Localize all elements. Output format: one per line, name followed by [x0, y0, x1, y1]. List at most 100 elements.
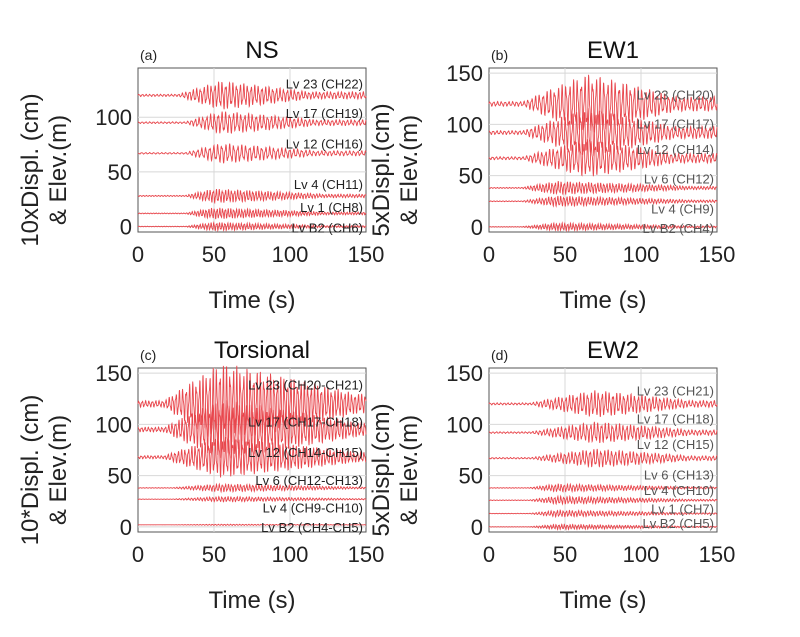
- level-label: Lv B2 (CH4): [642, 221, 714, 236]
- x-tick-label: 100: [272, 542, 309, 567]
- panel-letter: (d): [491, 347, 508, 363]
- level-label: Lv 6 (CH13): [644, 468, 714, 483]
- panel-ew1: Lv 23 (CH20) Lv 17 (CH17) Lv 12 (CH14) Lv 6…: [368, 37, 735, 314]
- x-tick-label: 150: [699, 542, 736, 567]
- y-tick-label: 150: [446, 361, 483, 386]
- x-tick-label: 50: [553, 542, 577, 567]
- x-tick-label: 0: [132, 542, 144, 567]
- level-label: Lv 17 (CH19): [286, 106, 363, 121]
- y-tick-label: 0: [120, 215, 132, 240]
- x-tick-label: 150: [348, 542, 385, 567]
- level-label: Lv 12 (CH14-CH15): [248, 445, 363, 460]
- chart-title: Torsional: [214, 337, 310, 364]
- y-axis-label: & Elev.(m): [45, 115, 72, 225]
- trace-line: [488, 509, 718, 519]
- level-label: Lv 17 (CH17-CH18): [248, 414, 363, 429]
- x-tick-label: 0: [132, 242, 144, 267]
- y-axis-label: & Elev.(m): [396, 415, 423, 525]
- level-label: Lv 4 (CH10): [644, 483, 714, 498]
- y-tick-label: 50: [108, 464, 132, 489]
- trace-line: [488, 448, 718, 469]
- trace-line: [137, 111, 367, 134]
- trace-line: [488, 494, 718, 506]
- y-axis-label: 5xDispl.(cm): [368, 103, 395, 236]
- level-label: Lv 1 (CH7): [651, 501, 714, 516]
- panel-torsional: Lv 23 (CH20-CH21) Lv 17 (CH17-CH18) Lv 12 …: [17, 337, 384, 614]
- level-label: Lv B2 (CH5): [642, 516, 714, 531]
- trace-line: [488, 139, 718, 177]
- x-axis-label: Time (s): [559, 287, 646, 314]
- panel-letter: (a): [140, 47, 157, 63]
- trace-line: [137, 220, 367, 233]
- level-label: Lv 12 (CH15): [637, 437, 714, 452]
- y-tick-label: 50: [108, 160, 132, 185]
- panel-letter: (c): [140, 347, 156, 363]
- y-tick-label: 100: [446, 412, 483, 437]
- trace-line: [137, 143, 367, 164]
- panel-ns: Lv 23 (CH22) Lv 17 (CH19) Lv 12 (CH16) Lv 4…: [17, 37, 384, 314]
- trace-line: [137, 188, 367, 205]
- x-tick-label: 0: [483, 542, 495, 567]
- trace-line: [137, 207, 367, 220]
- x-tick-label: 0: [483, 242, 495, 267]
- trace-line: [488, 107, 718, 157]
- y-tick-label: 150: [446, 61, 483, 86]
- x-tick-label: 50: [202, 542, 226, 567]
- trace-line: [488, 195, 718, 208]
- trace-line: [488, 221, 718, 233]
- level-label: Lv 17 (CH18): [637, 411, 714, 426]
- y-tick-label: 100: [446, 112, 483, 137]
- x-tick-label: 150: [348, 242, 385, 267]
- trace-line: [137, 81, 367, 110]
- trace-line: [137, 482, 367, 494]
- trace-line: [488, 74, 718, 133]
- y-tick-label: 0: [120, 515, 132, 540]
- y-axis-label: & Elev.(m): [396, 115, 423, 225]
- level-label: Lv B2 (CH6): [291, 221, 363, 236]
- level-label: Lv 23 (CH20-CH21): [248, 377, 363, 392]
- x-axis-label: Time (s): [559, 587, 646, 614]
- y-tick-label: 50: [459, 464, 483, 489]
- level-label: Lv 17 (CH17): [637, 116, 714, 131]
- y-axis-label: & Elev.(m): [45, 415, 72, 525]
- x-tick-label: 50: [553, 242, 577, 267]
- level-label: Lv B2 (CH4-CH5): [261, 520, 363, 535]
- panel-ew2: Lv 23 (CH21) Lv 17 (CH18) Lv 12 (CH15) Lv 6…: [368, 337, 735, 614]
- y-tick-label: 0: [471, 515, 483, 540]
- level-label: Lv 23 (CH20): [637, 88, 714, 103]
- chart-title: EW2: [587, 337, 639, 364]
- level-label: Lv 6 (CH12): [644, 172, 714, 187]
- x-tick-label: 100: [272, 242, 309, 267]
- trace-line: [488, 421, 718, 444]
- y-tick-label: 150: [95, 361, 132, 386]
- level-label: Lv 6 (CH12-CH13): [255, 473, 363, 488]
- level-label: Lv 12 (CH14): [637, 142, 714, 157]
- x-axis-label: Time (s): [208, 287, 295, 314]
- y-tick-label: 50: [459, 164, 483, 189]
- x-tick-label: 50: [202, 242, 226, 267]
- level-label: Lv 4 (CH9): [651, 201, 714, 216]
- y-axis-label: 5xDispl.(cm): [368, 403, 395, 536]
- trace-line: [488, 390, 718, 417]
- level-label: Lv 4 (CH9-CH10): [263, 500, 363, 515]
- y-tick-label: 100: [95, 105, 132, 130]
- x-tick-label: 100: [623, 242, 660, 267]
- y-tick-label: 0: [471, 215, 483, 240]
- panel-letter: (b): [491, 47, 508, 63]
- y-tick-label: 100: [95, 412, 132, 437]
- trace-line: [488, 180, 718, 196]
- level-label: Lv 23 (CH21): [637, 384, 714, 399]
- trace-line: [488, 523, 718, 531]
- y-axis-label: 10xDispl. (cm): [17, 93, 44, 246]
- trace-line: [138, 495, 367, 503]
- x-tick-label: 100: [623, 542, 660, 567]
- level-label: Lv 23 (CH22): [286, 76, 363, 91]
- trace-line: [488, 482, 718, 494]
- x-tick-label: 150: [699, 242, 736, 267]
- x-axis-label: Time (s): [208, 587, 295, 614]
- chart-title: EW1: [587, 37, 639, 64]
- level-label: Lv 12 (CH16): [286, 137, 363, 152]
- trace-line: [137, 523, 367, 527]
- level-label: Lv 1 (CH8): [300, 200, 363, 215]
